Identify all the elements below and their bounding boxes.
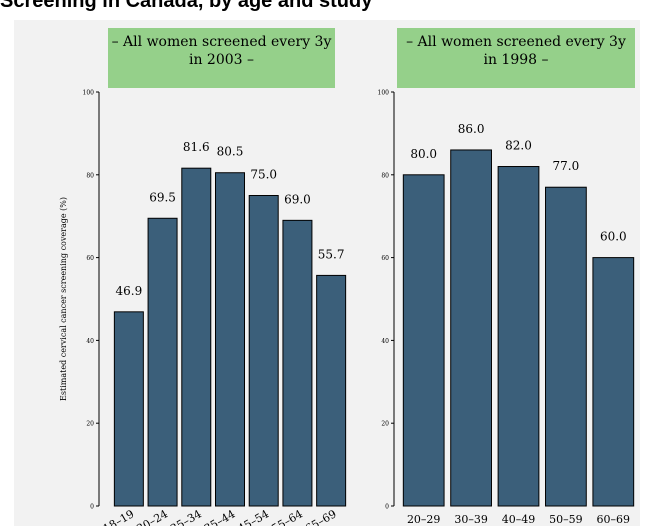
x-tick-label: 18–19 [101,507,137,526]
x-tick-label: 60–69 [597,513,631,526]
x-tick-label: 40–49 [502,513,536,526]
x-tick-label: 45–54 [236,507,272,526]
y-tick-label-1: 0 [90,504,94,511]
x-tick-label: 35–44 [202,507,238,526]
data-label: 81.6 [183,140,210,154]
data-label: 55.7 [318,247,345,261]
bar-2-3 [497,166,540,507]
bar-1-3 [181,167,212,507]
data-label: 80.5 [217,145,244,159]
bar-2-4 [545,186,587,507]
panel-header-text-2: – All women screened every 3y [406,34,626,50]
x-tick-label: 30–39 [454,513,488,526]
data-label: 60.0 [600,230,627,244]
bar-1-1 [113,311,144,507]
chart-title: Screening in Canada, by age and study [0,0,373,12]
y-tick-label-2: 100 [378,90,390,97]
data-label: 80.0 [410,147,437,161]
data-label: 82.0 [505,139,532,153]
bar-1-7 [316,274,347,507]
y-tick-label-2: 20 [381,421,389,428]
y-tick-label-1: 20 [86,421,94,428]
data-label: 86.0 [458,122,485,136]
bar-1-4 [215,172,245,507]
data-label: 46.9 [115,284,142,298]
panel-header-text-1: – All women screened every 3y [112,34,332,50]
bar-2-2 [450,149,492,507]
data-label: 75.0 [250,168,277,182]
y-axis-label: Estimated cervical cancer screening cove… [59,197,68,401]
y-tick-label-1: 100 [83,90,95,97]
x-tick-label: 25–34 [168,507,204,526]
x-tick-label: 20–29 [407,513,441,526]
y-tick-label-2: 0 [385,504,389,511]
y-tick-label-1: 60 [86,255,94,262]
panel-header-text-1: in 2003 – [189,52,254,68]
bar-1-2 [147,217,178,507]
x-tick-label: 20–24 [135,507,171,526]
y-tick-label-2: 80 [381,172,389,179]
panel-header-2 [397,28,635,88]
panel-header-text-2: in 1998 – [483,52,548,68]
y-tick-label-1: 80 [86,172,94,179]
y-tick-label-2: 60 [381,255,389,262]
x-tick-label: 55–64 [269,507,305,526]
bar-2-1 [402,174,445,507]
bar-1-6 [282,219,313,507]
x-tick-label: 65–69 [303,507,339,526]
data-label: 77.0 [553,159,580,173]
bar-2-5 [592,257,635,507]
data-label: 69.5 [149,190,176,204]
x-tick-label: 50–59 [549,513,583,526]
panel-header-1 [108,28,335,88]
bar-1-5 [248,195,279,507]
y-tick-label-2: 40 [381,338,389,345]
y-tick-label-1: 40 [86,338,94,345]
data-label: 69.0 [284,192,311,206]
